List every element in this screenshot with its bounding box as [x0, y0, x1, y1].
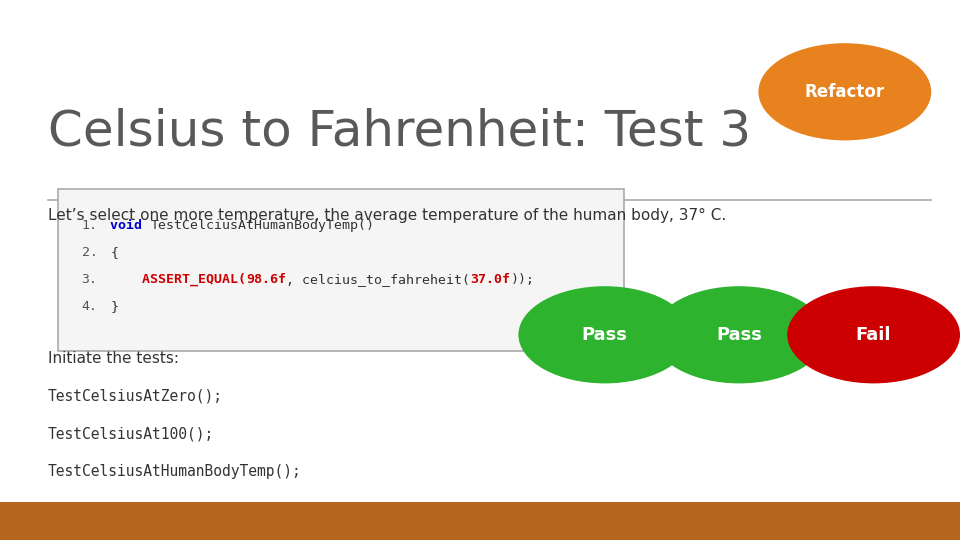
- Text: Refactor: Refactor: [804, 83, 885, 101]
- Text: 4.: 4.: [82, 300, 98, 313]
- Text: void: void: [110, 219, 151, 232]
- FancyBboxPatch shape: [0, 502, 960, 540]
- Circle shape: [653, 286, 826, 383]
- Text: {: {: [110, 246, 118, 259]
- FancyBboxPatch shape: [58, 189, 624, 351]
- Circle shape: [787, 286, 960, 383]
- Text: 3.: 3.: [82, 273, 98, 286]
- Text: Pass: Pass: [716, 326, 762, 344]
- Text: TestCelsiusAtHumanBodyTemp();: TestCelsiusAtHumanBodyTemp();: [48, 464, 301, 480]
- Text: Let’s select one more temperature, the average temperature of the human body, 37: Let’s select one more temperature, the a…: [48, 208, 727, 223]
- Text: 1.: 1.: [82, 219, 98, 232]
- Text: ));: ));: [511, 273, 535, 286]
- Text: Pass: Pass: [582, 326, 628, 344]
- Circle shape: [518, 286, 691, 383]
- Text: TestCelsiusAt100();: TestCelsiusAt100();: [48, 427, 214, 442]
- Text: Initiate the tests:: Initiate the tests:: [48, 351, 179, 366]
- Text: TestCelsiusAtZero();: TestCelsiusAtZero();: [48, 389, 223, 404]
- Text: TestCelciusAtHumanBodyTemp(): TestCelciusAtHumanBodyTemp(): [151, 219, 374, 232]
- Text: Fail: Fail: [856, 326, 891, 344]
- Text: 37.0f: 37.0f: [470, 273, 511, 286]
- Text: , celcius_to_fahreheit(: , celcius_to_fahreheit(: [286, 273, 470, 286]
- Text: }: }: [110, 300, 118, 313]
- Text: 2.: 2.: [82, 246, 98, 259]
- Circle shape: [758, 43, 931, 140]
- Text: 98.6f: 98.6f: [247, 273, 286, 286]
- Text: Celsius to Fahrenheit: Test 3: Celsius to Fahrenheit: Test 3: [48, 108, 751, 156]
- Text: ASSERT_EQUAL(: ASSERT_EQUAL(: [110, 273, 247, 286]
